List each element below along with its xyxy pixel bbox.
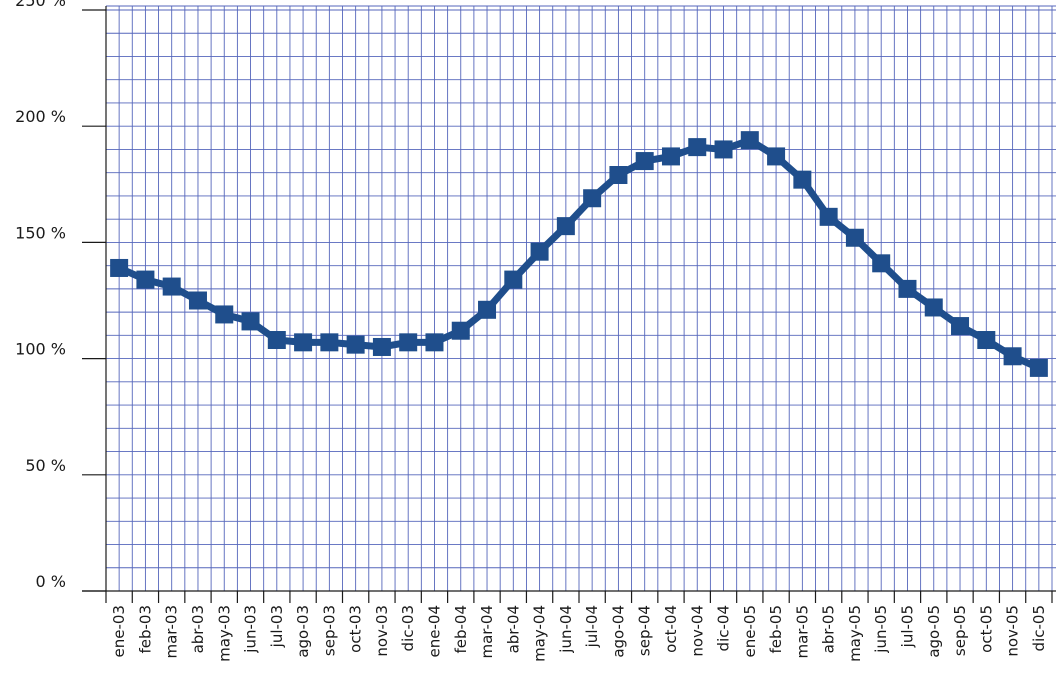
data-point-marker bbox=[478, 300, 497, 319]
data-point-marker bbox=[1029, 358, 1048, 377]
data-point-marker bbox=[977, 331, 996, 350]
x-tick-label: dic-04 bbox=[715, 605, 733, 651]
y-tick-label: 50 % bbox=[25, 456, 66, 475]
x-tick-label: ene-04 bbox=[425, 605, 443, 657]
x-tick-label: oct-05 bbox=[977, 605, 995, 653]
data-point-marker bbox=[845, 228, 864, 247]
data-point-marker bbox=[425, 333, 444, 352]
x-tick-label: ene-03 bbox=[110, 605, 128, 657]
x-tick-label: nov-03 bbox=[373, 605, 391, 657]
data-point-marker bbox=[740, 131, 759, 150]
data-point-marker bbox=[372, 337, 391, 356]
x-tick-label: may-03 bbox=[215, 605, 233, 662]
x-tick-label: jul-04 bbox=[583, 605, 601, 648]
y-tick-label: 250 % bbox=[15, 0, 66, 10]
data-point-marker bbox=[1003, 347, 1022, 366]
x-tick-label: mar-03 bbox=[163, 605, 181, 659]
axes bbox=[82, 6, 1056, 603]
x-tick-label: dic-03 bbox=[399, 605, 417, 651]
data-point-marker bbox=[688, 138, 707, 157]
data-point-marker bbox=[661, 147, 680, 166]
x-tick-label: nov-05 bbox=[1004, 605, 1022, 657]
x-tick-label: may-04 bbox=[531, 605, 549, 662]
x-tick-label: nov-04 bbox=[688, 605, 706, 657]
data-point-marker bbox=[162, 277, 181, 296]
y-tick-labels: 0 % 50 % 100 % 150 % 200 % 250 % bbox=[15, 0, 66, 591]
data-series bbox=[110, 131, 1048, 377]
x-tick-label: sep-05 bbox=[951, 605, 969, 656]
x-tick-label: jul-05 bbox=[898, 605, 916, 648]
x-tick-label: ene-05 bbox=[741, 605, 759, 657]
data-point-marker bbox=[530, 242, 549, 261]
data-point-marker bbox=[583, 189, 602, 208]
data-point-marker bbox=[793, 170, 812, 189]
data-point-marker bbox=[819, 207, 838, 226]
x-tick-label: sep-03 bbox=[320, 605, 338, 656]
x-tick-label: mar-04 bbox=[478, 605, 496, 659]
x-tick-label: sep-04 bbox=[636, 605, 654, 656]
x-tick-label: jun-03 bbox=[242, 605, 260, 654]
data-point-marker bbox=[635, 152, 654, 171]
x-tick-label: ago-04 bbox=[609, 605, 627, 658]
grid-lines bbox=[106, 5, 1056, 591]
x-tick-label: feb-03 bbox=[136, 605, 154, 654]
x-tick-label: oct-04 bbox=[662, 605, 680, 653]
x-tick-labels: ene-03 feb-03 mar-03 abr-03 may-03 jun-03 jul-… bbox=[110, 605, 1048, 662]
data-point-marker bbox=[110, 258, 129, 277]
data-point-marker bbox=[714, 140, 733, 159]
data-point-marker bbox=[136, 270, 155, 289]
data-point-marker bbox=[294, 333, 313, 352]
x-tick-label: ago-03 bbox=[294, 605, 312, 658]
x-tick-label: may-05 bbox=[846, 605, 864, 662]
y-tick-label: 100 % bbox=[15, 340, 66, 359]
data-point-marker bbox=[609, 166, 628, 185]
data-point-marker bbox=[872, 254, 891, 273]
data-point-marker bbox=[767, 147, 786, 166]
x-tick-label: ago-05 bbox=[925, 605, 943, 658]
data-point-marker bbox=[399, 333, 418, 352]
data-point-marker bbox=[267, 331, 286, 350]
y-tick-label: 150 % bbox=[15, 223, 66, 242]
data-point-marker bbox=[215, 305, 234, 324]
x-tick-label: feb-05 bbox=[767, 605, 785, 654]
x-tick-label: dic-05 bbox=[1030, 605, 1048, 651]
y-tick-label: 0 % bbox=[36, 572, 66, 591]
x-tick-label: abr-03 bbox=[189, 605, 207, 653]
data-point-marker bbox=[451, 321, 470, 340]
x-tick-label: feb-04 bbox=[452, 605, 470, 654]
x-tick-label: oct-03 bbox=[347, 605, 365, 653]
x-tick-label: jun-04 bbox=[557, 605, 575, 654]
data-point-marker bbox=[320, 333, 339, 352]
data-point-marker bbox=[504, 270, 523, 289]
data-point-marker bbox=[898, 279, 917, 298]
data-point-marker bbox=[951, 317, 970, 336]
x-tick-label: abr-05 bbox=[820, 605, 838, 653]
y-tick-label: 200 % bbox=[15, 107, 66, 126]
x-tick-label: jul-03 bbox=[268, 605, 286, 648]
x-tick-label: mar-05 bbox=[793, 605, 811, 659]
data-point-marker bbox=[188, 291, 207, 310]
data-point-marker bbox=[241, 312, 260, 331]
x-tick-label: jun-05 bbox=[872, 605, 890, 654]
x-tick-label: abr-04 bbox=[504, 605, 522, 653]
data-point-marker bbox=[346, 335, 365, 354]
data-point-marker bbox=[556, 217, 575, 236]
data-point-marker bbox=[924, 298, 943, 317]
